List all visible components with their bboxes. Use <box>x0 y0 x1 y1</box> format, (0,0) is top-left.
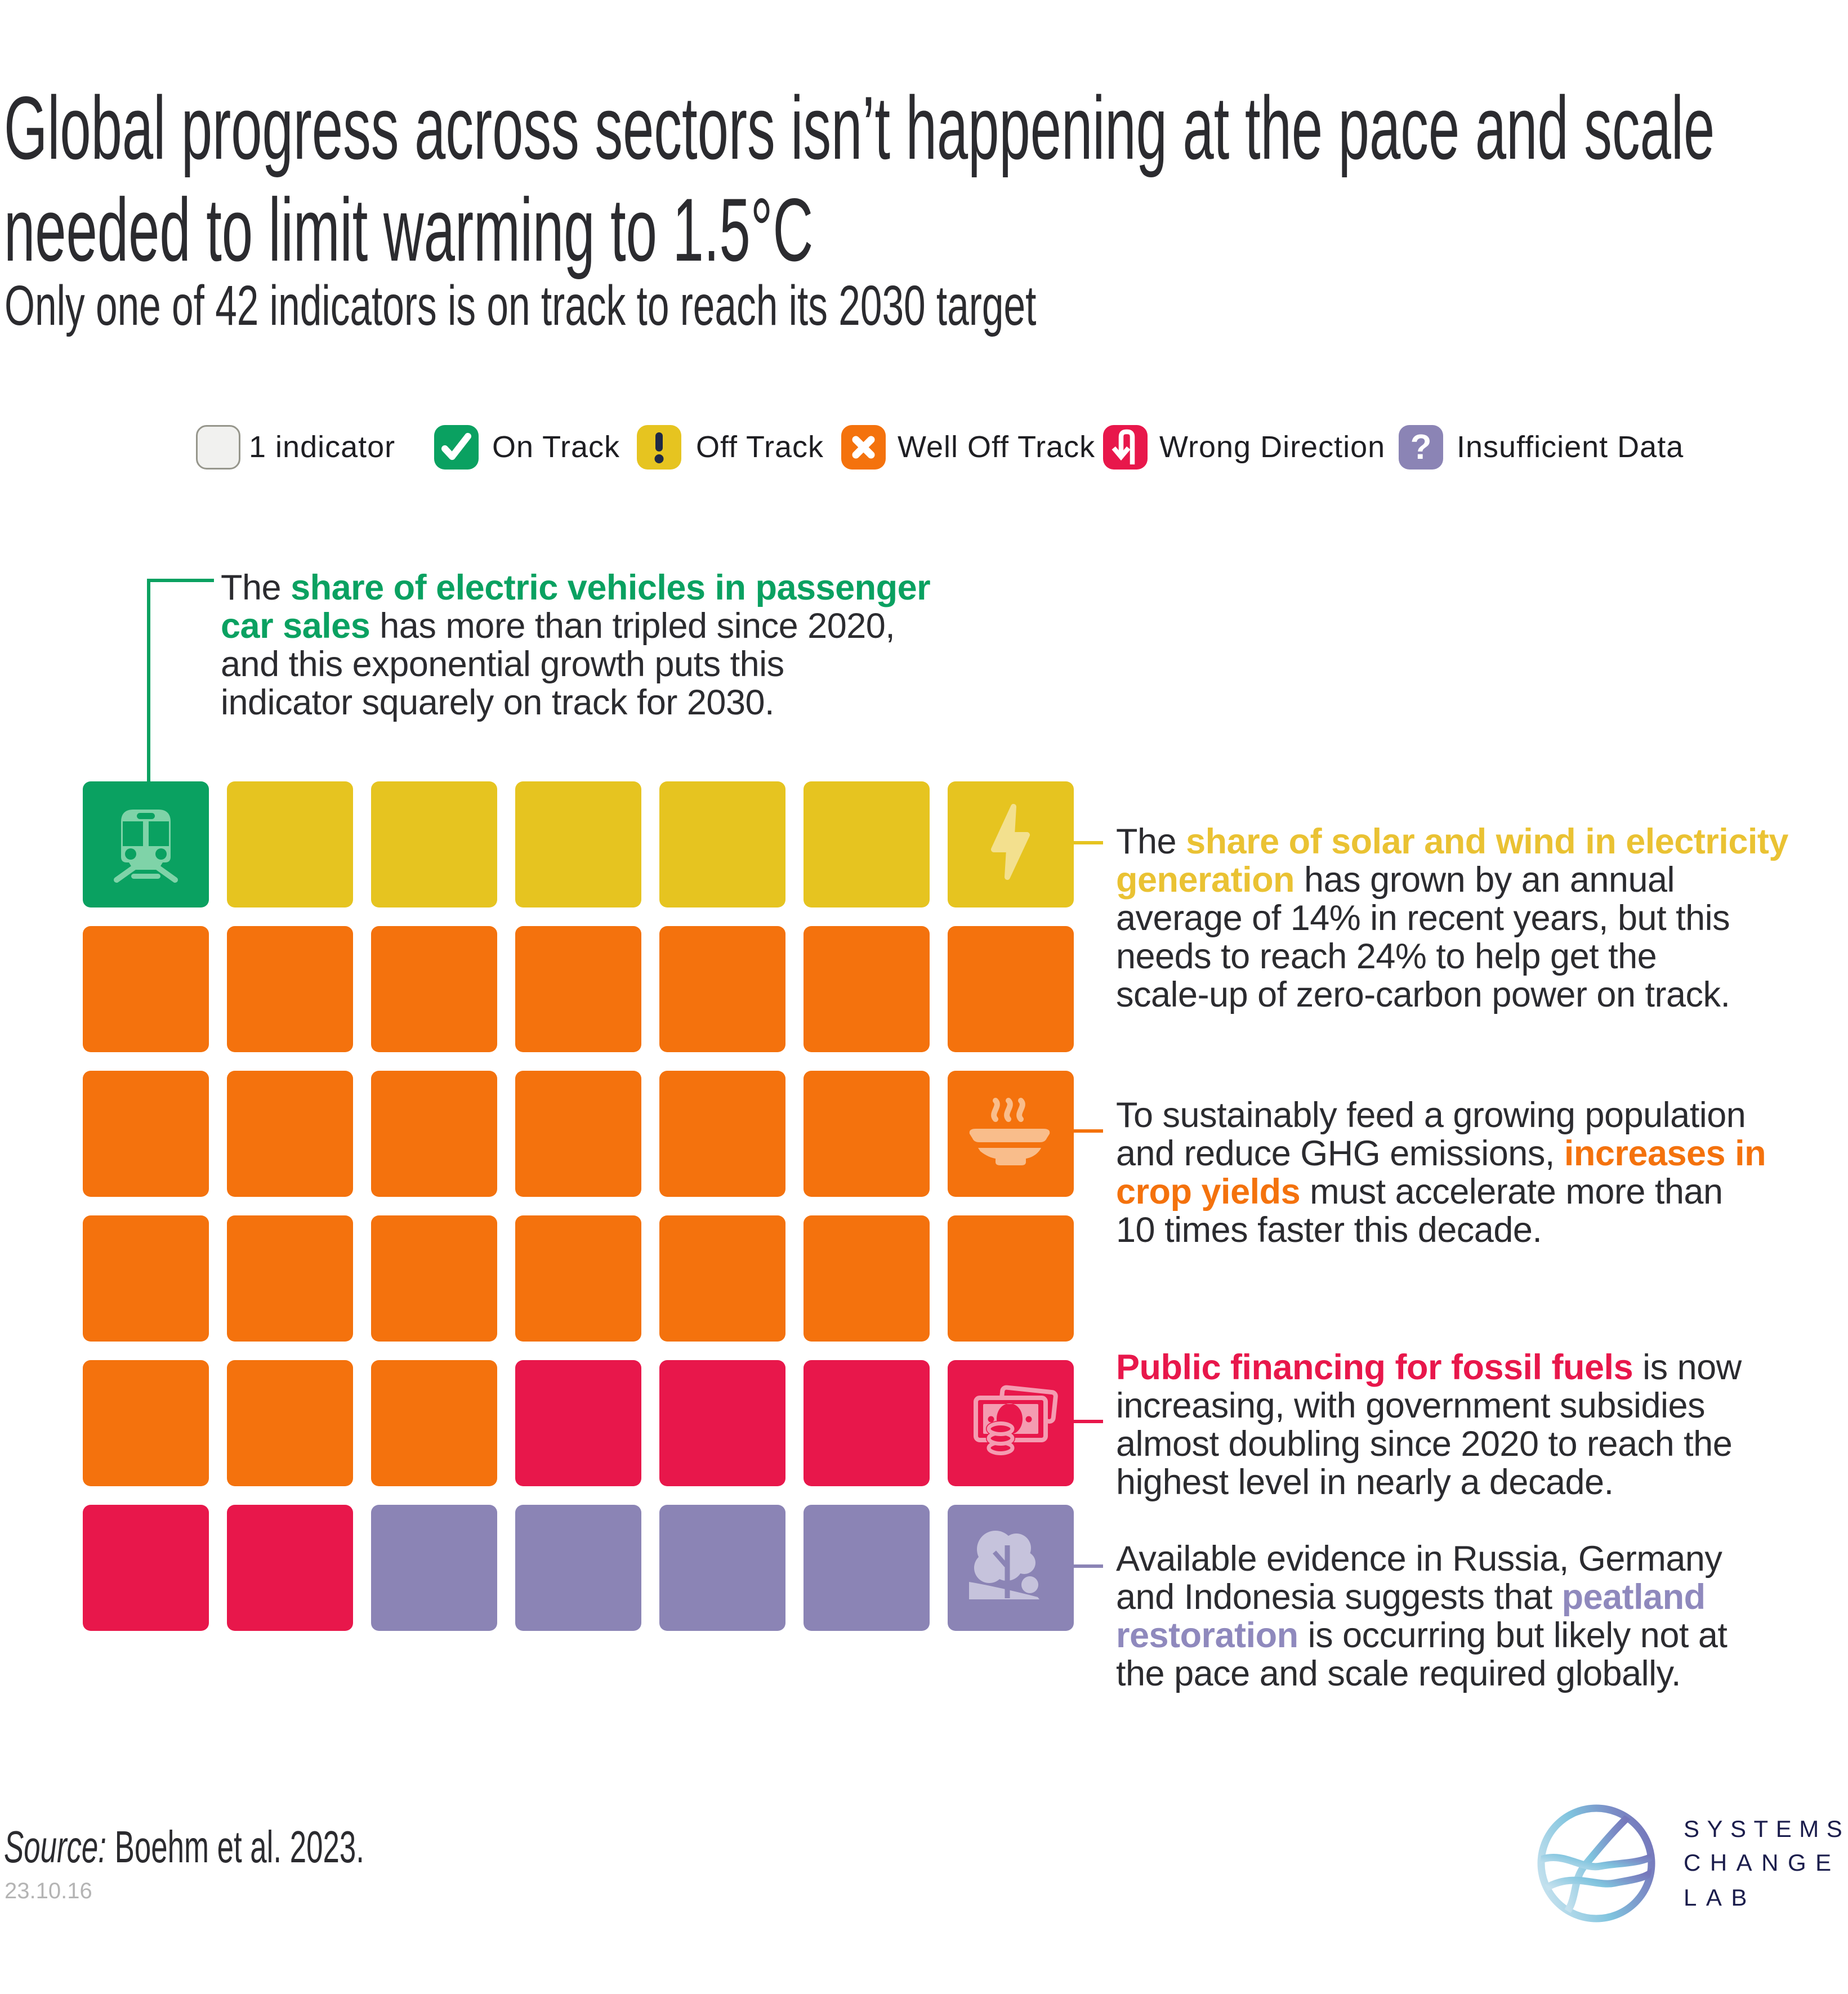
svg-text:CHANGE: CHANGE <box>1684 1849 1841 1876</box>
svg-text:SYSTEMS: SYSTEMS <box>1684 1816 1845 1842</box>
svg-text:LAB: LAB <box>1684 1884 1756 1911</box>
